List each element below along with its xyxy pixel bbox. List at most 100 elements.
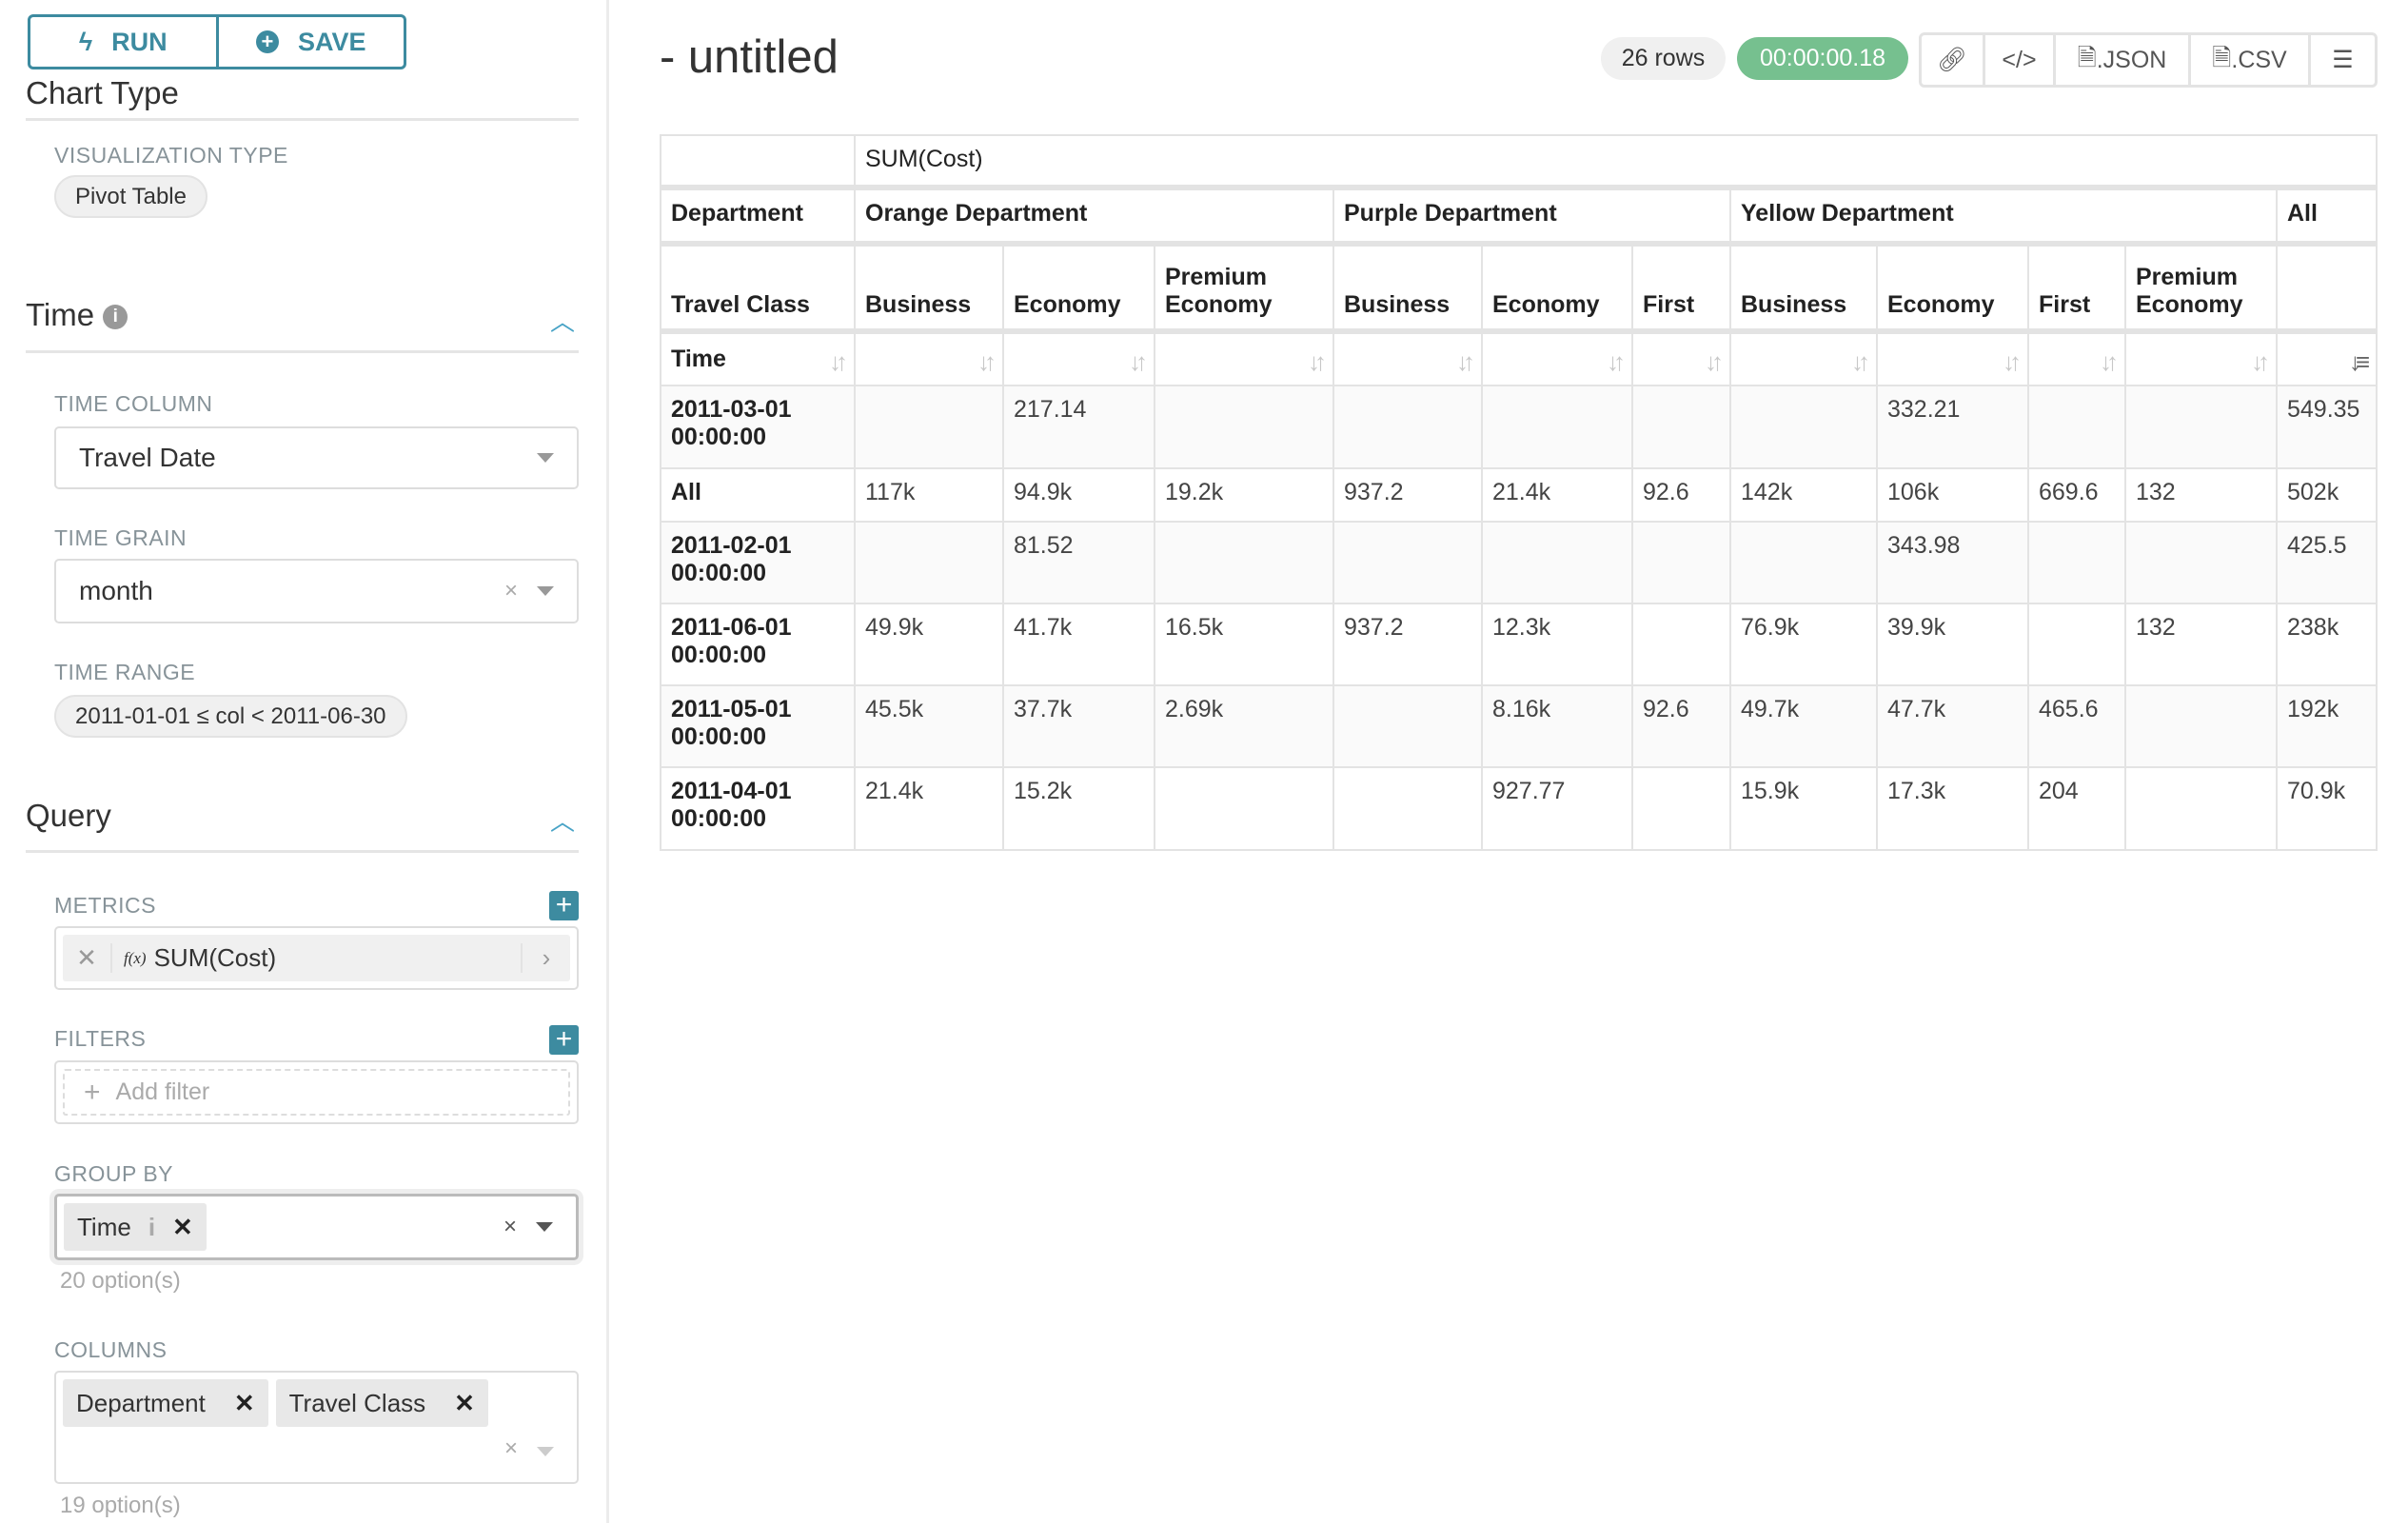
sort-icon[interactable]: ↓↑ (2003, 347, 2022, 376)
table-cell (1631, 385, 1731, 469)
table-cell (1332, 766, 1483, 851)
row-count-badge: 26 rows (1601, 37, 1726, 80)
bolt-icon: ϟ (78, 27, 93, 56)
remove-tag-icon[interactable]: ✕ (172, 1212, 193, 1241)
sort-icon[interactable]: ↓↑ (1607, 347, 1626, 376)
save-button[interactable]: + SAVE (219, 17, 405, 67)
column-sort-header[interactable]: ↓↑ (2027, 330, 2126, 386)
clear-icon[interactable]: × (503, 1435, 518, 1461)
time-sort-header[interactable]: Time ↓↑ (660, 330, 856, 386)
dept-header: Yellow Department (1729, 187, 2278, 247)
pivot-table: SUM(Cost) Department Orange Department P… (660, 134, 2378, 851)
travel-class-header: Economy (1876, 243, 2029, 334)
column-sort-header[interactable]: ↓↑ (854, 330, 1004, 386)
chart-title[interactable]: - untitled (660, 31, 839, 83)
sort-icon[interactable]: ↓↑ (977, 347, 997, 376)
remove-tag-icon[interactable]: ✕ (454, 1388, 475, 1417)
column-sort-header[interactable]: ↓≡ (2275, 330, 2378, 386)
time-column-select[interactable]: Travel Date (54, 426, 579, 489)
chevron-up-icon[interactable]: ︿ (550, 307, 576, 336)
row-header: 2011-06-01 00:00:00 (660, 603, 856, 686)
table-cell (854, 521, 1004, 604)
query-timer-badge: 00:00:00.18 (1737, 37, 1908, 80)
sort-icon[interactable]: ↓↑ (1705, 347, 1724, 376)
chart-type-heading[interactable]: Chart Type (26, 75, 179, 110)
table-cell: 106k (1876, 467, 2029, 523)
metric-header: SUM(Cost) (853, 134, 2378, 190)
share-link-button[interactable]: 🔗︎ (1922, 35, 1985, 85)
column-sort-header[interactable]: ↓↑ (1729, 330, 1878, 386)
sort-icon[interactable]: ↓↑ (1851, 347, 1870, 376)
dept-header: Purple Department (1332, 187, 1731, 247)
sort-icon[interactable]: ↓↑ (2251, 347, 2270, 376)
control-panel: ϟ RUN + SAVE Chart Type VISUALIZATION TYPE… (0, 0, 609, 1523)
add-filter-input[interactable]: + Add filter (63, 1069, 570, 1116)
plus-circle-icon: + (255, 30, 279, 53)
column-sort-header[interactable]: ↓↑ (1481, 330, 1633, 386)
clear-icon[interactable]: × (503, 1214, 517, 1239)
table-cell: 15.2k (1002, 766, 1155, 851)
group-by-hint: 20 option(s) (60, 1268, 181, 1294)
table-cell: 2.69k (1154, 684, 1334, 768)
sort-icon[interactable]: ↓↑ (2100, 347, 2119, 376)
table-cell: 21.4k (1481, 467, 1633, 523)
run-button[interactable]: ϟ RUN (30, 17, 219, 67)
remove-tag-icon[interactable]: ✕ (233, 1388, 255, 1417)
sort-icon[interactable]: ↓↑ (1456, 347, 1475, 376)
embed-code-button[interactable]: </> (1985, 35, 2056, 85)
sort-icon[interactable]: ↓↑ (1308, 347, 1327, 376)
table-cell (1154, 766, 1334, 851)
time-section-heading[interactable]: Time i (26, 297, 128, 333)
sort-desc-icon[interactable]: ↓≡ (2348, 347, 2370, 376)
table-cell: 94.9k (1002, 467, 1155, 523)
column-sort-header[interactable]: ↓↑ (1002, 330, 1155, 386)
more-menu-button[interactable]: ☰ (2311, 35, 2375, 85)
table-cell (1631, 766, 1731, 851)
column-sort-header[interactable]: ↓↑ (1154, 330, 1334, 386)
export-csv-button[interactable]: 🗎︎ .CSV (2191, 35, 2311, 85)
table-cell (2027, 603, 2126, 686)
table-cell: 142k (1729, 467, 1878, 523)
travel-class-header (2275, 243, 2378, 334)
columns-select[interactable]: Department ✕ Travel Class ✕ × (54, 1371, 579, 1484)
sort-icon[interactable]: ↓↑ (1129, 347, 1148, 376)
table-cell: 217.14 (1002, 385, 1155, 469)
column-sort-header[interactable]: ↓↑ (1332, 330, 1483, 386)
add-metric-button[interactable]: + (549, 891, 579, 920)
clear-icon[interactable]: × (503, 578, 518, 603)
sort-icon[interactable]: ↓↑ (829, 347, 848, 376)
table-cell (1729, 385, 1878, 469)
table-cell: 927.77 (1481, 766, 1633, 851)
table-row: All 117k 94.9k 19.2k 937.2 21.4k 92.6 142k 106k 6… (660, 467, 2378, 523)
row-header: 2011-05-01 00:00:00 (660, 684, 856, 768)
travel-class-header: Premium Economy (1154, 243, 1334, 334)
column-sort-header[interactable]: ↓↑ (2124, 330, 2278, 386)
group-by-select[interactable]: Time i ✕ × (54, 1194, 579, 1260)
chevron-right-icon[interactable]: › (521, 943, 570, 973)
chevron-up-icon[interactable]: ︿ (550, 807, 576, 836)
travel-class-header: Economy (1002, 243, 1155, 334)
travel-class-header: Business (1729, 243, 1878, 334)
time-range-pill[interactable]: 2011-01-01 ≤ col < 2011-06-30 (54, 695, 407, 738)
table-cell: 117k (854, 467, 1004, 523)
table-cell (2027, 385, 2126, 469)
file-text-icon: 🗎︎ (2212, 44, 2232, 71)
remove-icon[interactable]: ✕ (63, 943, 112, 973)
table-cell: 47.7k (1876, 684, 2029, 768)
query-section-heading[interactable]: Query (26, 798, 111, 833)
time-grain-select[interactable]: month × (54, 559, 579, 623)
column-sort-header[interactable]: ↓↑ (1631, 330, 1731, 386)
time-grain-label: TIME GRAIN (54, 525, 188, 550)
table-cell (2124, 385, 2278, 469)
add-filter-button[interactable]: + (549, 1025, 579, 1055)
table-cell (1332, 385, 1483, 469)
column-tag: Travel Class ✕ (275, 1379, 488, 1427)
visualization-type-pill[interactable]: Pivot Table (54, 175, 207, 218)
travel-class-header: Premium Economy (2124, 243, 2278, 334)
metric-chip[interactable]: ✕ f(x) SUM(Cost) › (63, 935, 570, 981)
export-json-button[interactable]: 🗎︎ .JSON (2056, 35, 2191, 85)
column-sort-header[interactable]: ↓↑ (1876, 330, 2029, 386)
table-cell (2124, 766, 2278, 851)
info-icon: i (103, 305, 128, 330)
caret-down-icon (537, 453, 554, 463)
